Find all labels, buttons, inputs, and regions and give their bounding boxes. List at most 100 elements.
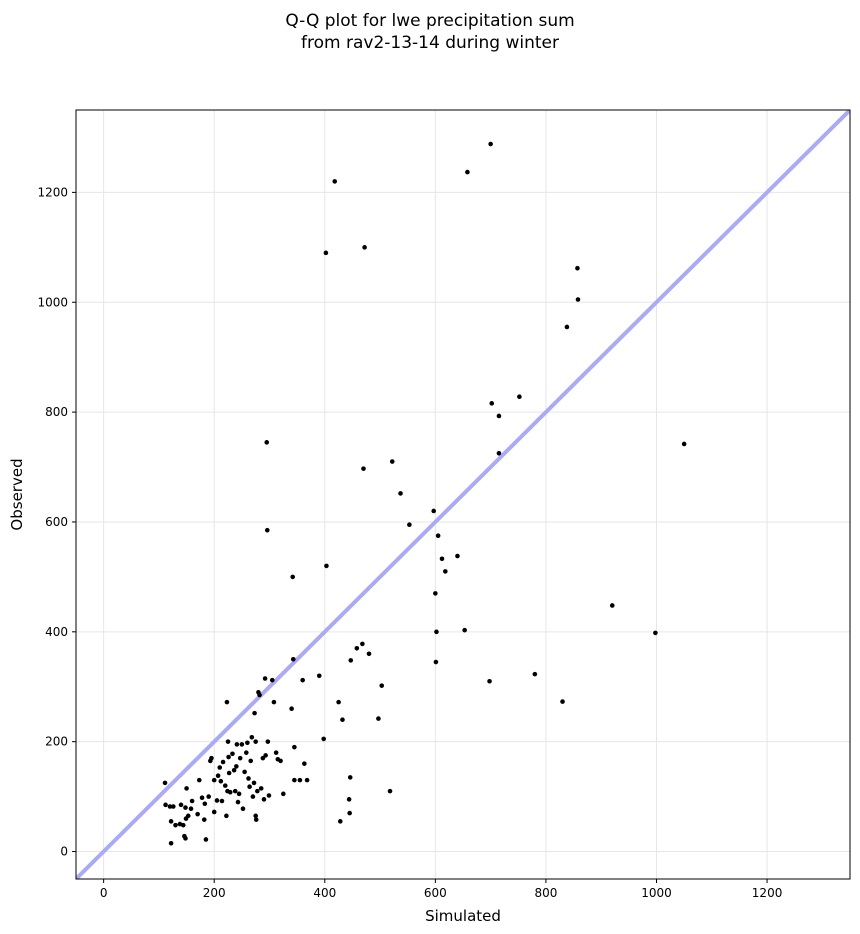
data-point xyxy=(234,742,240,747)
data-point xyxy=(211,777,217,783)
y-tick-label: 800 xyxy=(45,405,68,419)
x-tick-label: 800 xyxy=(534,886,557,900)
data-point xyxy=(202,801,208,807)
y-tick-label: 200 xyxy=(45,735,68,749)
data-point xyxy=(653,630,658,636)
data-point xyxy=(163,802,168,808)
data-point xyxy=(250,794,256,799)
y-tick-label: 400 xyxy=(45,625,68,639)
data-point xyxy=(196,777,202,783)
x-tick-label: 0 xyxy=(100,886,108,900)
data-point xyxy=(496,451,502,456)
data-point xyxy=(209,755,214,761)
data-point xyxy=(224,699,230,705)
x-tick-label: 1200 xyxy=(752,886,783,900)
data-point xyxy=(575,297,581,302)
data-point xyxy=(292,777,297,783)
data-point xyxy=(180,822,186,828)
data-point xyxy=(231,767,237,773)
data-point xyxy=(362,245,367,250)
data-point xyxy=(251,780,257,786)
data-point xyxy=(346,797,352,802)
y-tick-label: 600 xyxy=(45,515,68,529)
data-point xyxy=(226,770,232,776)
data-point xyxy=(609,603,615,608)
data-point xyxy=(376,716,381,721)
data-point xyxy=(278,758,283,764)
data-point xyxy=(443,569,448,574)
data-point xyxy=(290,574,296,580)
data-point xyxy=(387,788,393,794)
data-point xyxy=(258,786,264,791)
data-point xyxy=(489,401,495,406)
data-point xyxy=(261,797,267,802)
data-point xyxy=(517,394,522,400)
data-point xyxy=(167,804,173,809)
data-point xyxy=(237,755,243,761)
data-point xyxy=(324,563,329,569)
reference-line xyxy=(76,110,850,879)
data-point xyxy=(323,250,329,256)
data-point xyxy=(168,840,174,846)
data-point xyxy=(266,793,272,798)
data-point xyxy=(265,739,271,744)
y-tick-label: 1200 xyxy=(37,185,68,199)
y-axis-ticks: 0 200 400 600 800 1000 1200 xyxy=(37,185,76,859)
data-point xyxy=(455,553,460,559)
data-point xyxy=(263,753,268,758)
data-point xyxy=(245,740,250,746)
data-point xyxy=(206,794,211,799)
data-point xyxy=(462,627,467,633)
data-point xyxy=(255,788,260,794)
data-point xyxy=(220,759,226,765)
data-point xyxy=(243,750,249,755)
data-point xyxy=(253,739,258,744)
plot-frame xyxy=(75,109,851,880)
x-axis-label: Simulated xyxy=(425,907,501,925)
data-point xyxy=(433,659,439,665)
data-point xyxy=(239,742,245,747)
y-axis-label: Observed xyxy=(8,458,26,530)
data-point xyxy=(269,677,275,683)
data-point xyxy=(354,646,360,651)
data-point xyxy=(240,806,246,811)
data-point xyxy=(214,798,220,803)
data-point xyxy=(171,804,176,809)
data-point xyxy=(431,508,436,514)
data-point xyxy=(235,799,241,805)
data-point xyxy=(340,717,345,723)
data-point xyxy=(227,789,233,795)
data-point xyxy=(183,805,188,810)
data-point xyxy=(224,813,229,819)
x-tick-label: 400 xyxy=(313,886,336,900)
data-point xyxy=(360,641,365,647)
data-point xyxy=(183,836,188,841)
data-point xyxy=(560,699,565,704)
data-point xyxy=(189,798,195,804)
chart-title-line-2: from rav2-13-14 during winter xyxy=(301,33,559,53)
data-point xyxy=(292,744,297,750)
grid-lines xyxy=(76,110,850,879)
data-point xyxy=(162,780,168,786)
data-point xyxy=(199,795,205,801)
data-point xyxy=(532,671,538,677)
data-point xyxy=(203,837,209,842)
data-point xyxy=(348,658,354,663)
data-point xyxy=(226,754,231,760)
data-point xyxy=(252,710,257,716)
x-tick-label: 600 xyxy=(424,886,447,900)
data-point xyxy=(389,459,395,464)
data-point xyxy=(232,788,238,794)
data-point xyxy=(289,706,294,712)
chart-title-line-1: Q-Q plot for lwe precipitation sum xyxy=(285,11,575,31)
data-point xyxy=(195,811,200,817)
x-tick-label: 1000 xyxy=(641,886,672,900)
data-point xyxy=(439,556,445,562)
data-point xyxy=(398,491,403,496)
data-point xyxy=(184,786,189,791)
data-point xyxy=(321,736,326,742)
data-point xyxy=(234,764,239,769)
data-point xyxy=(407,522,412,528)
data-point xyxy=(185,813,191,819)
